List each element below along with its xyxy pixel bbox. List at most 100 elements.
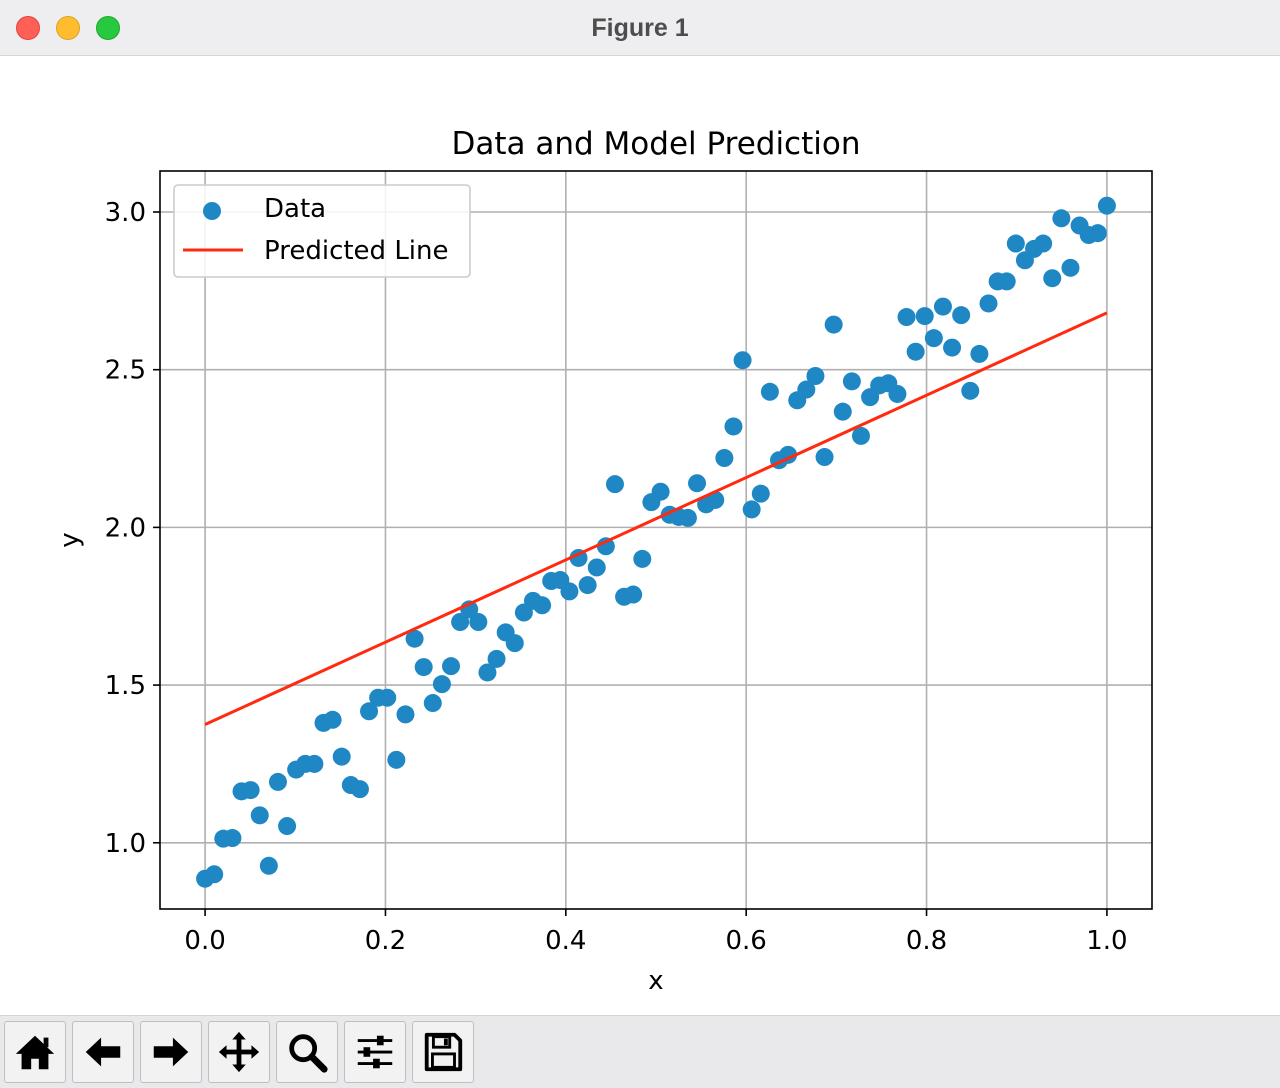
data-point: [742, 500, 761, 519]
data-point: [1043, 269, 1062, 288]
data-point: [651, 482, 670, 501]
data-point: [1052, 209, 1071, 228]
data-point: [624, 585, 643, 604]
data-point: [906, 342, 925, 361]
data-point: [997, 272, 1016, 291]
legend-label-data: Data: [264, 194, 326, 224]
scatter-chart: 0.0 0.2 0.4 0.6 0.8 1.0 1.0 1.5 2.0 2.5 3.0 Data an…: [55, 126, 1153, 996]
x-tick-label: 0.8: [906, 926, 947, 956]
data-point: [943, 338, 962, 357]
data-point: [806, 367, 825, 385]
figure-canvas: 0.0 0.2 0.4 0.6 0.8 1.0 1.0 1.5 2.0 2.5 3.0 Data an…: [0, 57, 1280, 1015]
data-point: [596, 537, 615, 556]
data-point: [678, 508, 697, 527]
move-icon: [218, 1031, 260, 1073]
data-point: [888, 384, 907, 403]
data-point: [979, 294, 998, 313]
data-point: [259, 856, 278, 875]
data-point: [205, 865, 224, 884]
data-point: [706, 490, 725, 509]
data-point: [560, 582, 579, 601]
x-axis-label: x: [648, 966, 663, 996]
data-point: [924, 329, 943, 348]
data-point: [387, 750, 406, 769]
data-point: [760, 382, 779, 401]
minimize-window-button[interactable]: [56, 16, 80, 40]
data-point: [633, 549, 652, 568]
data-point: [952, 306, 971, 325]
data-point: [223, 829, 242, 848]
data-point: [797, 380, 816, 399]
data-point: [278, 817, 297, 836]
y-axis-label: y: [55, 532, 85, 547]
y-tick-label: 2.0: [105, 513, 146, 543]
chart-title: Data and Model Prediction: [452, 126, 861, 162]
data-point: [378, 688, 397, 707]
data-point: [578, 576, 597, 595]
data-point: [961, 381, 980, 400]
arrow-right-icon: [153, 1037, 189, 1067]
home-button[interactable]: [4, 1021, 66, 1083]
data-point: [1097, 196, 1116, 215]
data-point: [833, 402, 852, 421]
data-point: [250, 806, 269, 825]
x-tick-label: 1.0: [1086, 926, 1127, 956]
y-tick-label: 3.0: [105, 198, 146, 228]
y-tick-label: 2.5: [105, 356, 146, 386]
data-point: [405, 629, 424, 648]
forward-button[interactable]: [140, 1021, 202, 1083]
data-point: [688, 474, 707, 493]
floppy-disk-icon: [424, 1032, 463, 1072]
data-point: [414, 658, 433, 677]
close-window-button[interactable]: [16, 16, 40, 40]
legend-box: [173, 184, 471, 278]
data-point: [451, 613, 470, 631]
data-point: [751, 484, 770, 503]
arrow-left-icon: [85, 1037, 121, 1067]
data-point: [915, 307, 934, 326]
subplots-button[interactable]: [344, 1021, 406, 1083]
back-button[interactable]: [72, 1021, 134, 1083]
maximize-window-button[interactable]: [96, 16, 120, 40]
data-point: [1006, 234, 1025, 253]
y-tick-label: 1.5: [105, 671, 146, 701]
x-tick-label: 0.2: [365, 926, 406, 956]
y-tick-label: 1.0: [105, 829, 146, 859]
data-point: [733, 351, 752, 370]
save-button[interactable]: [412, 1021, 474, 1083]
data-point: [587, 558, 606, 577]
data-point: [815, 448, 834, 467]
data-point: [332, 747, 351, 766]
data-point: [423, 694, 442, 713]
data-point: [323, 710, 342, 729]
zoom-button[interactable]: [276, 1021, 338, 1083]
axes-frame: [159, 170, 1153, 910]
data-point: [350, 780, 369, 799]
legend: Data Predicted Line: [173, 184, 471, 278]
pan-button[interactable]: [208, 1021, 270, 1083]
legend-marker-data: [203, 202, 221, 220]
data-point: [724, 417, 743, 436]
data-point: [842, 372, 861, 391]
data-point: [933, 297, 952, 316]
x-tick-label: 0.4: [545, 926, 586, 956]
data-point: [533, 596, 552, 615]
data-point: [970, 344, 989, 363]
legend-label-line: Predicted Line: [264, 236, 449, 266]
data-point: [360, 702, 379, 721]
data-point: [715, 449, 734, 467]
data-point: [824, 315, 843, 334]
magnifier-icon: [289, 1034, 328, 1073]
data-point: [505, 634, 524, 653]
data-point: [1034, 234, 1053, 253]
data-point: [305, 754, 324, 773]
data-point: [268, 772, 287, 791]
predicted-line: [204, 311, 1108, 726]
window-titlebar: Figure 1: [0, 0, 1280, 56]
navigation-toolbar: [0, 1015, 1280, 1088]
data-point: [1088, 224, 1107, 243]
data-point: [897, 308, 916, 327]
data-point: [605, 475, 624, 494]
window-title: Figure 1: [591, 14, 689, 42]
data-point: [432, 675, 451, 694]
